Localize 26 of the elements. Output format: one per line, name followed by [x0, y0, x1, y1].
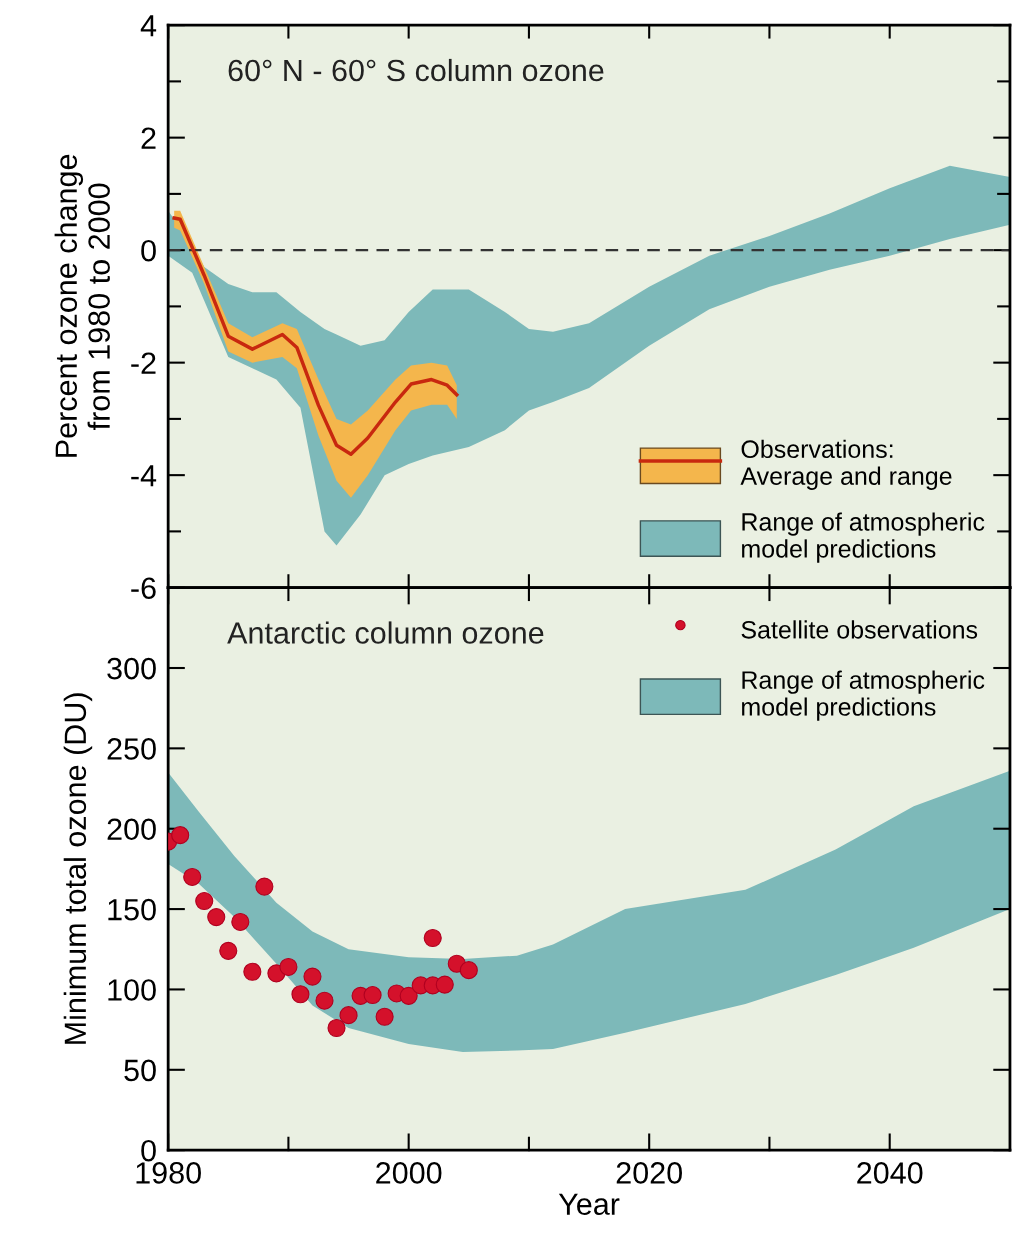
legend-label: Range of atmospheric model predictions [742, 512, 985, 563]
x-tick-label: 2020 [616, 1162, 682, 1184]
legend-label: Range of atmospheric model predictions [742, 670, 985, 721]
y-tick-label: -6 [131, 577, 156, 600]
x-axis-title: Year [558, 1193, 620, 1215]
legend-label: Observations: Average and range [740, 439, 952, 490]
y-tick-label: 200 [107, 818, 156, 841]
y-tick-label: 250 [107, 738, 156, 760]
y-tick-label: 150 [108, 898, 156, 921]
y-tick-label: 4 [140, 15, 157, 37]
y-tick-label: 100 [108, 979, 156, 1001]
y-tick-label: 0 [141, 239, 156, 262]
text: Antarctic column ozone [227, 621, 544, 644]
x-tick-label: 2000 [376, 1162, 442, 1184]
y-tick-label: 50 [124, 1059, 156, 1082]
y-axis-title: Percent ozone change from 1980 to 2000 [54, 154, 110, 457]
y-tick-label: 300 [107, 657, 156, 680]
x-tick-label: 2040 [857, 1162, 923, 1184]
text: 60° N - 60° S column ozone [228, 58, 604, 82]
y-axis-title: Minimum total ozone (DU) [63, 693, 93, 1044]
y-tick-label: 0 [141, 1139, 156, 1162]
legend-label: Satellite observations [741, 620, 978, 639]
y-tick-label: 2 [141, 127, 156, 149]
y-tick-label: -2 [131, 352, 156, 374]
y-tick-label: -4 [131, 465, 157, 487]
x-tick-label: 1980 [136, 1162, 201, 1184]
